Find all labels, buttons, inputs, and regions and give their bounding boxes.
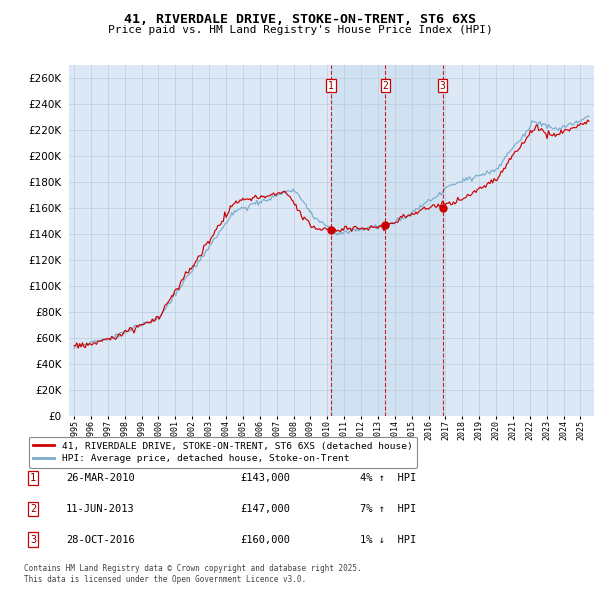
Text: 1: 1 (30, 473, 36, 483)
Text: £147,000: £147,000 (240, 504, 290, 514)
Text: 2: 2 (30, 504, 36, 514)
Bar (331, 65, 443, 416)
Text: Price paid vs. HM Land Registry's House Price Index (HPI): Price paid vs. HM Land Registry's House … (107, 25, 493, 35)
Legend: 41, RIVERDALE DRIVE, STOKE-ON-TRENT, ST6 6XS (detached house), HPI: Average pric: 41, RIVERDALE DRIVE, STOKE-ON-TRENT, ST6… (29, 437, 417, 468)
Text: 41, RIVERDALE DRIVE, STOKE-ON-TRENT, ST6 6XS: 41, RIVERDALE DRIVE, STOKE-ON-TRENT, ST6… (124, 13, 476, 26)
Text: £160,000: £160,000 (240, 535, 290, 545)
Text: 26-MAR-2010: 26-MAR-2010 (66, 473, 135, 483)
Text: £143,000: £143,000 (240, 473, 290, 483)
Text: 3: 3 (30, 535, 36, 545)
Text: 4% ↑  HPI: 4% ↑ HPI (360, 473, 416, 483)
Text: 1: 1 (328, 81, 334, 91)
Text: 11-JUN-2013: 11-JUN-2013 (66, 504, 135, 514)
Text: Contains HM Land Registry data © Crown copyright and database right 2025.: Contains HM Land Registry data © Crown c… (24, 565, 362, 573)
Text: 7% ↑  HPI: 7% ↑ HPI (360, 504, 416, 514)
Text: 1% ↓  HPI: 1% ↓ HPI (360, 535, 416, 545)
Text: This data is licensed under the Open Government Licence v3.0.: This data is licensed under the Open Gov… (24, 575, 306, 584)
Text: 3: 3 (440, 81, 446, 91)
Text: 2: 2 (382, 81, 388, 91)
Text: 28-OCT-2016: 28-OCT-2016 (66, 535, 135, 545)
